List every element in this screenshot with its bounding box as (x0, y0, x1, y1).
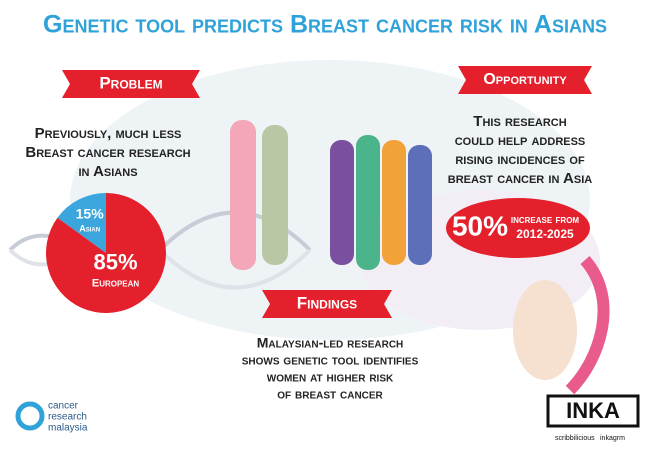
social-handle: scribbilicious (555, 435, 595, 442)
inka-logo (546, 394, 640, 428)
stat: 50% (452, 210, 508, 241)
text-line: This research (473, 113, 566, 130)
banner (262, 290, 392, 318)
stat-badge (446, 198, 590, 258)
opportunity-text: This research could help address rising in… (448, 113, 592, 187)
text-line: increase from (511, 212, 580, 226)
text-line: malaysia (48, 423, 88, 434)
text-line: cancer (48, 401, 79, 412)
text-line: breast cancer in Asia (448, 170, 592, 187)
title: Genetic tool predicts Breast cancer risk… (43, 11, 607, 39)
crm-logo (15, 401, 45, 431)
text-line: 2012-2025 (516, 227, 574, 241)
text-line: research (48, 412, 87, 423)
text-line: rising incidences of (455, 151, 585, 168)
pie-value-label: 85% (94, 250, 138, 275)
text-line: could help address (455, 132, 586, 149)
inka-logo-text: INKA (566, 398, 620, 423)
text-line: of breast cancer (277, 386, 383, 402)
people-illustration (230, 120, 432, 270)
text-line: in Asians (78, 163, 137, 180)
problem-heading: Problem (99, 73, 162, 92)
pie-slice (57, 193, 106, 253)
banner (62, 70, 200, 98)
problem-text: Previously, much less Breast cancer resea… (25, 125, 190, 180)
text-line: Previously, much less (35, 125, 182, 142)
pie-category-label: European (92, 278, 140, 290)
text-line: women at higher risk (267, 369, 394, 385)
findings-heading: Findings (297, 293, 357, 312)
banner (458, 66, 592, 94)
pie-chart: 15%Asian 85% European (45, 193, 166, 314)
text-line: Breast cancer research (25, 144, 190, 161)
opportunity-heading: Opportunity (483, 71, 567, 88)
pie-value-label: 15% (76, 206, 105, 222)
pie-category-label: Asian (79, 223, 100, 233)
text-line: shows genetic tool identifies (242, 352, 419, 368)
social-handle: inkagrm (600, 435, 625, 442)
pie-slice (45, 193, 166, 314)
woman-with-ribbon (513, 256, 610, 395)
text-line: Malaysian-led research (257, 335, 404, 351)
